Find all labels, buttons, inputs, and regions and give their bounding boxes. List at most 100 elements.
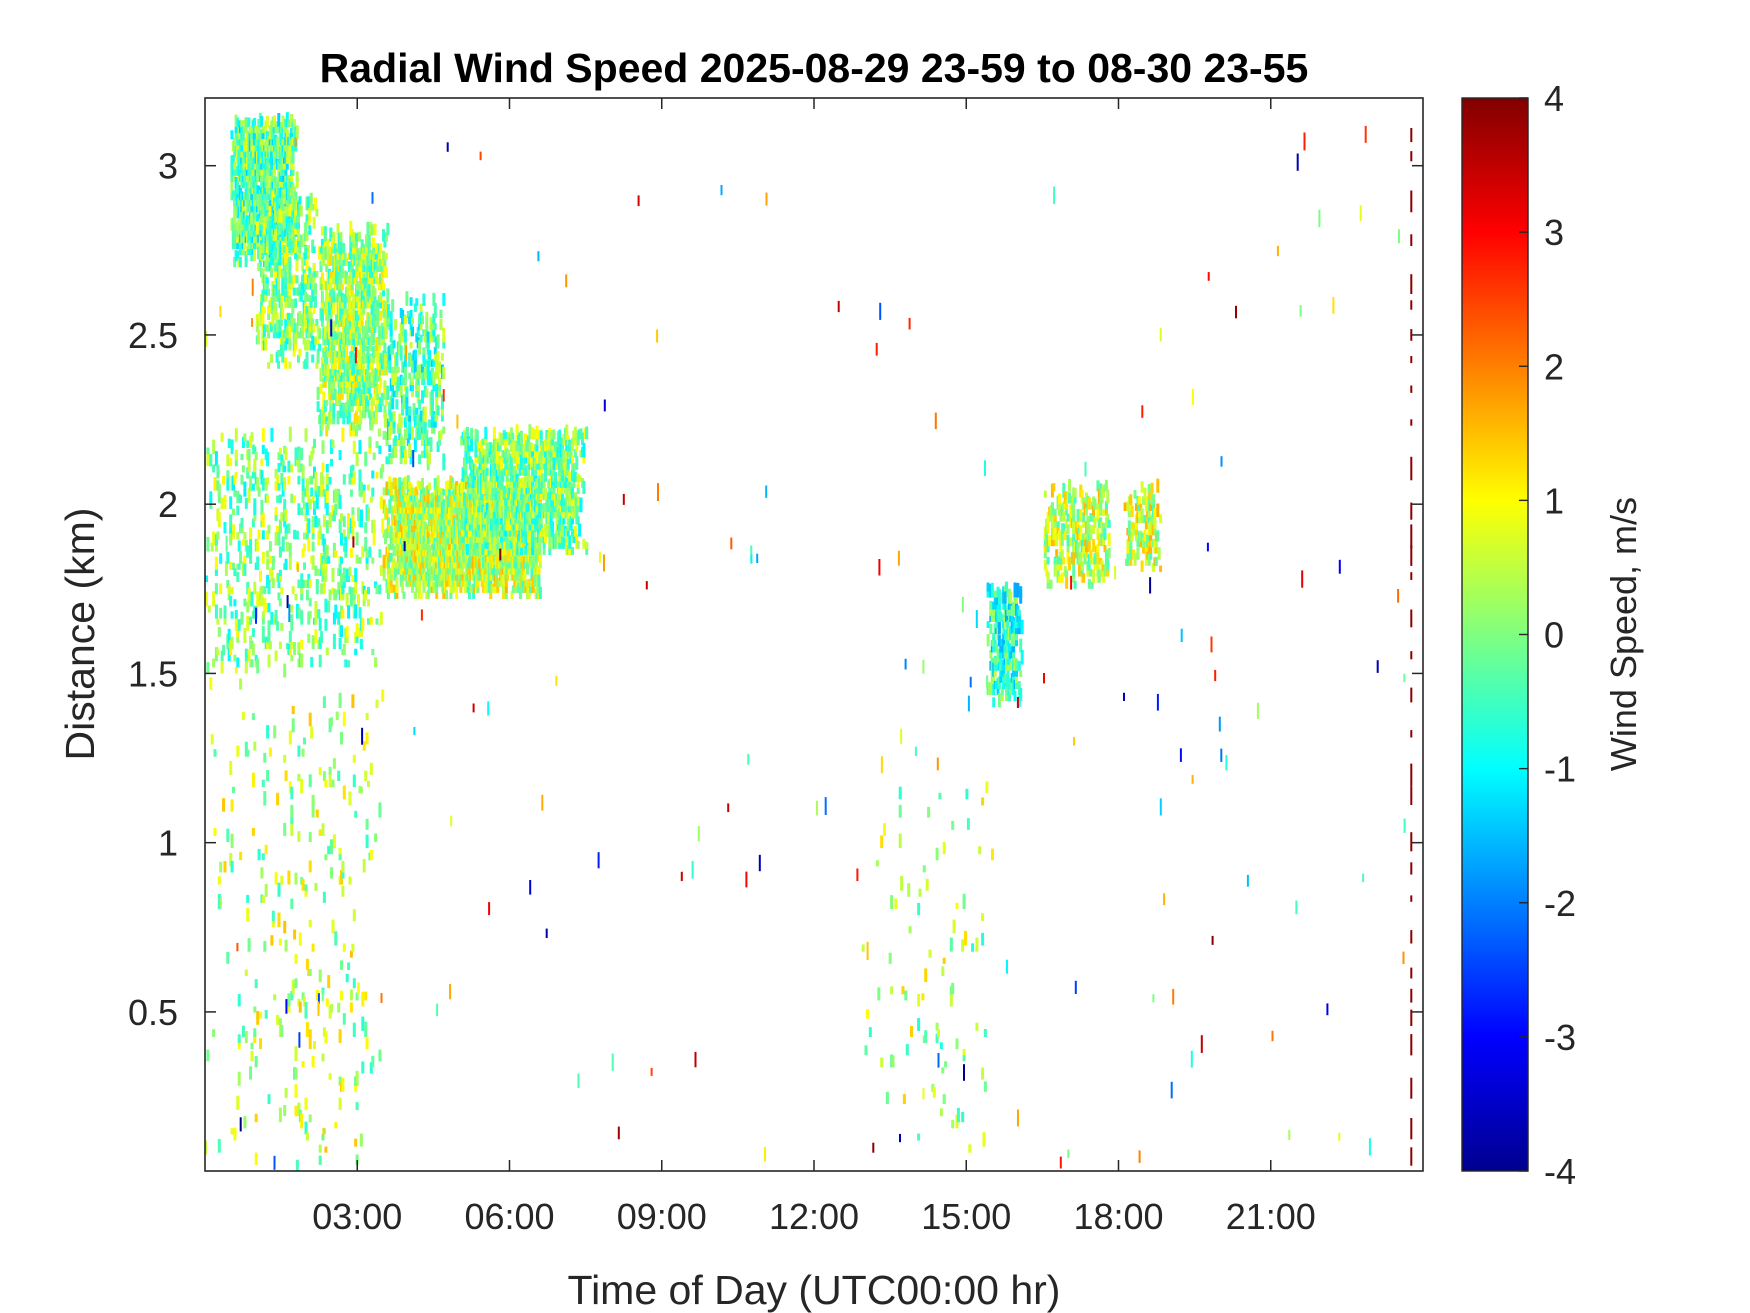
heatmap-cell [423, 422, 427, 434]
heatmap-cell [271, 190, 275, 205]
heatmap-cell [234, 610, 238, 619]
heatmap-cell [384, 326, 388, 339]
heatmap-cell [449, 591, 453, 599]
heatmap-cell [369, 496, 373, 503]
heatmap-cell [423, 521, 427, 532]
heatmap-cell [340, 297, 344, 309]
heatmap-cell [422, 348, 426, 355]
heatmap-cell [357, 232, 361, 242]
heatmap-cell [324, 598, 328, 613]
heatmap-cell [386, 385, 390, 400]
heatmap-cell [219, 553, 223, 564]
heatmap-cell [253, 498, 257, 509]
heatmap-cell [271, 293, 275, 302]
heatmap-cell [233, 490, 237, 497]
heatmap-cell [413, 303, 417, 312]
heatmap-cell [363, 409, 367, 419]
heatmap-cell [256, 477, 260, 491]
heatmap-cell [539, 465, 543, 476]
heatmap-cell [514, 450, 518, 458]
heatmap-cell [380, 392, 384, 406]
heatmap-cell [347, 526, 351, 540]
heatmap-cell [442, 366, 446, 379]
heatmap-cell [494, 515, 498, 525]
heatmap-cell [303, 502, 306, 509]
heatmap-cell [505, 475, 509, 482]
heatmap-cell [270, 427, 274, 442]
heatmap-cell [314, 471, 318, 485]
heatmap-cell [307, 633, 311, 643]
heatmap-cell [554, 471, 557, 482]
heatmap-cell [396, 376, 400, 392]
heatmap-cell [297, 579, 301, 589]
heatmap-cell [281, 536, 285, 552]
heatmap-cell [391, 366, 395, 373]
heatmap-cell [402, 437, 406, 446]
heatmap-cell [338, 279, 341, 291]
heatmap-cell [278, 519, 282, 534]
heatmap-cell [275, 312, 279, 320]
heatmap-cell [271, 304, 275, 314]
heatmap-cell [581, 432, 584, 446]
heatmap-cell [558, 464, 562, 476]
heatmap-cell [401, 565, 405, 575]
heatmap-cell [278, 598, 282, 607]
heatmap-cell [367, 280, 371, 291]
heatmap-cell [542, 503, 546, 513]
heatmap-cell [229, 596, 233, 607]
heatmap-cell [271, 555, 275, 564]
heatmap-cell [338, 637, 342, 650]
heatmap-cell [324, 558, 328, 570]
heatmap-cell [498, 508, 502, 519]
heatmap-cell [325, 358, 329, 370]
heatmap-cell [360, 239, 364, 254]
heatmap-cell [308, 302, 312, 314]
heatmap-cell [536, 488, 540, 501]
heatmap-cell [253, 247, 257, 262]
heatmap-cell [268, 228, 272, 241]
heatmap-cell [265, 229, 269, 241]
heatmap-cell [276, 621, 280, 631]
heatmap-cell [278, 179, 282, 188]
heatmap-cell [261, 289, 265, 302]
heatmap-cell [367, 286, 371, 297]
heatmap-cell [517, 553, 521, 563]
heatmap-cell [317, 486, 321, 497]
heatmap-cell [232, 524, 235, 540]
heatmap-cell [531, 540, 535, 549]
heatmap-cell [266, 494, 270, 503]
heatmap-cell [398, 426, 402, 434]
heatmap-cell [436, 335, 440, 343]
heatmap-cell [371, 487, 375, 497]
heatmap-cell [205, 575, 208, 583]
heatmap-cell [297, 446, 301, 455]
heatmap-cell [348, 586, 352, 595]
heatmap-cell [322, 391, 326, 407]
heatmap-cell [249, 548, 253, 564]
heatmap-cell [243, 481, 247, 497]
heatmap-cell [419, 334, 423, 343]
heatmap-cell [558, 507, 562, 519]
heatmap-cell [355, 276, 358, 285]
heatmap-cell [309, 328, 313, 339]
heatmap-cell [347, 325, 351, 333]
heatmap-cell [287, 119, 291, 128]
heatmap-cell [377, 372, 381, 382]
heatmap-cell [379, 292, 383, 303]
heatmap-cell [379, 243, 383, 254]
heatmap-cell [336, 223, 340, 236]
heatmap-cell [325, 416, 329, 425]
heatmap-cell [323, 326, 327, 339]
heatmap-cell [216, 618, 220, 625]
heatmap-cell [305, 528, 309, 540]
heatmap-cell [305, 351, 309, 363]
heatmap-cell [384, 352, 387, 367]
heatmap-cell [274, 257, 278, 266]
heatmap-cell [467, 587, 471, 599]
heatmap-cell [310, 476, 314, 485]
heatmap-cell [265, 246, 269, 254]
heatmap-cell [433, 347, 437, 355]
heatmap-cell [212, 531, 216, 546]
heatmap-cell [212, 591, 216, 607]
heatmap-cell [304, 339, 308, 351]
